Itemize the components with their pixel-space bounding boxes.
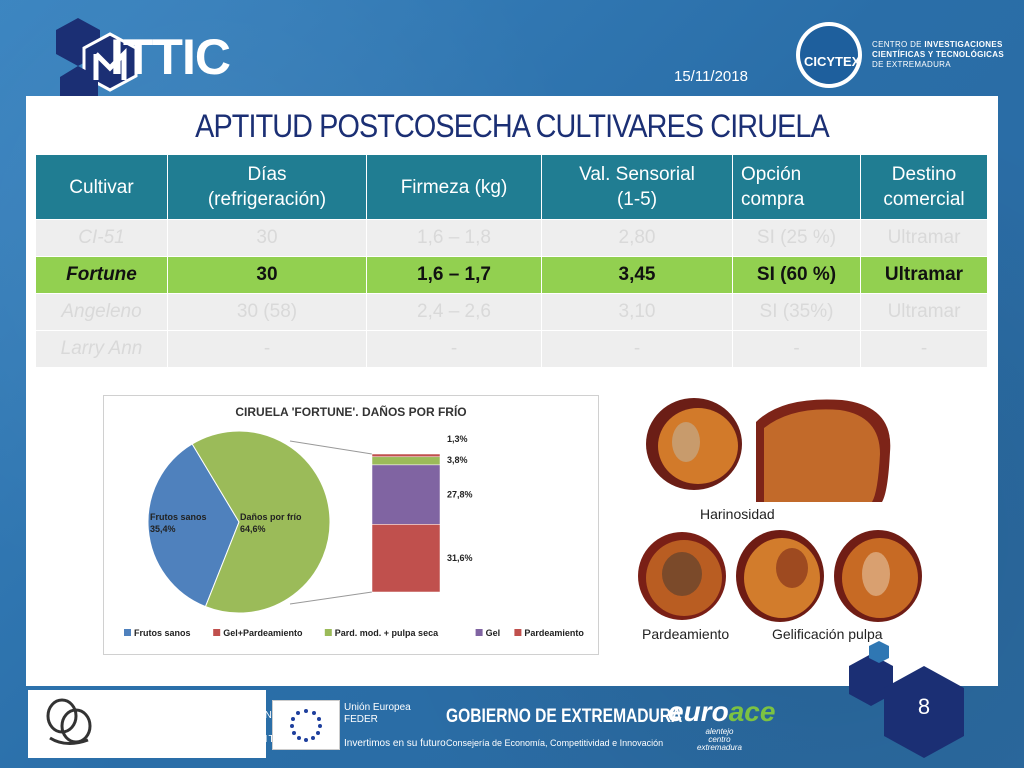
photo-label-gelificacion: Gelificación pulpa: [772, 626, 883, 642]
col-header-opcion-compra: Opción compra: [732, 154, 861, 220]
col-header-firmeza: Firmeza (kg): [366, 154, 542, 220]
stack-bar-segment-3: [371, 524, 441, 593]
cell-val-sensorial: 2,80: [541, 219, 733, 257]
slide-date: 15/11/2018: [674, 68, 748, 85]
euroace-logo: euroace: [668, 696, 776, 727]
connector-line-bottom: [289, 591, 373, 605]
ittic-logo-text: ITTIC: [110, 29, 231, 85]
plum-photo-gelificacion-2: [834, 530, 922, 622]
legend-label-0: Frutos sanos: [134, 628, 191, 638]
cell-cultivar: Fortune: [35, 256, 168, 294]
cell-destino: Ultramar: [860, 219, 988, 257]
col-header-val-sensorial: Val. Sensorial (1-5): [541, 154, 733, 220]
legend-label-4: Pardeamiento: [524, 628, 584, 638]
cell-opcion-compra: -: [732, 330, 861, 368]
hexagon-small-icon: [869, 641, 889, 663]
pie-slice-danos-por-frio: [191, 430, 331, 614]
legend-swatch-3: [475, 629, 483, 636]
cell-destino: -: [860, 330, 988, 368]
plum-photos: Harinosidad Pardeamiento Gelificación pu…: [638, 398, 922, 642]
page-title: APTITUD POSTCOSECHA CULTIVARES CIRUELA: [195, 108, 830, 144]
chart-title: CIRUELA 'FORTUNE'. DAÑOS POR FRÍO: [235, 404, 466, 419]
cell-destino: Ultramar: [860, 293, 988, 331]
col-header-dias: Días (refrigeración): [167, 154, 367, 220]
pie-chart-svg: CIRUELA 'FORTUNE'. DAÑOS POR FRÍO Frutos …: [124, 404, 584, 638]
plum-photo-harinosidad-1: [646, 398, 742, 490]
plum-photo-gelificacion-1: [736, 530, 824, 622]
legend-swatch-4: [514, 629, 522, 636]
pie-label-frutos-sanos: Frutos sanos 35,4%: [150, 512, 207, 534]
euroace-subtitle: alentejo centro extremadura: [697, 727, 742, 752]
stack-label-3: 31,6%: [447, 553, 473, 563]
legend-label-1: Gel+Pardeamiento: [223, 628, 303, 638]
cell-dias: 30 (58): [167, 293, 367, 331]
cell-cultivar: CI-51: [35, 219, 168, 257]
cell-firmeza: 1,6 – 1,7: [366, 256, 542, 294]
pie-label-danos-por-frio: Daños por frío 64,6%: [240, 512, 302, 534]
legend-swatch-2: [324, 629, 332, 636]
programa-text: P R O G R A M A COOPERACIÓN TRANSFRONTER…: [108, 700, 317, 756]
stack-bar-segment-2: [371, 464, 441, 525]
legend-label-2: Pard. mod. + pulpa seca: [335, 628, 439, 638]
poctep-logo-icon: [46, 698, 92, 745]
header-bar: ITTIC 15/11/2018 CICYTEX CENTRO DE INVES…: [0, 0, 1024, 106]
stack-label-0: 1,3%: [447, 434, 468, 444]
table-row: Angeleno 30 (58) 2,4 – 2,6 3,10 SI (35%)…: [35, 293, 988, 331]
stack-bar-segment-1: [371, 456, 441, 466]
cell-firmeza: 1,6 – 1,8: [366, 219, 542, 257]
legend-swatch-0: [124, 629, 131, 636]
gobierno-subtitle: Consejería de Economía, Competitividad e…: [446, 738, 664, 748]
cell-dias: -: [167, 330, 367, 368]
cell-cultivar: Larry Ann: [35, 330, 168, 368]
cell-firmeza: -: [366, 330, 542, 368]
stack-bar-segment-0: [371, 453, 441, 458]
cell-dias: 30: [167, 256, 367, 294]
photo-label-pardeamiento: Pardeamiento: [642, 626, 729, 642]
cicytex-logo-icon: [796, 22, 862, 88]
legend-label-3: Gel: [486, 628, 501, 638]
photo-panel: Harinosidad Pardeamiento Gelificación pu…: [632, 392, 922, 660]
legend-swatch-1: [213, 629, 221, 636]
cell-opcion-compra: SI (25 %): [732, 219, 861, 257]
cell-opcion-compra: SI (60 %): [732, 256, 861, 294]
page-number-hexagon-icon: [884, 666, 964, 758]
pie-chart-frame: CIRUELA 'FORTUNE'. DAÑOS POR FRÍO Frutos …: [103, 395, 599, 655]
footer-programa-box: [28, 690, 266, 758]
cell-val-sensorial: -: [541, 330, 733, 368]
table-row: Larry Ann - - - - -: [35, 330, 988, 368]
cicytex-description: CENTRO DE INVESTIGACIONES CIENTÍFICAS Y …: [872, 40, 1004, 69]
cell-firmeza: 2,4 – 2,6: [366, 293, 542, 331]
cell-opcion-compra: SI (35%): [732, 293, 861, 331]
gobierno-extremadura-logo: GOBIERNO DE EXTREMADURA: [446, 706, 683, 727]
cell-val-sensorial: 3,10: [541, 293, 733, 331]
cell-destino: Ultramar: [860, 256, 988, 294]
plum-photo-pardeamiento: [638, 532, 726, 620]
col-header-destino: Destino comercial: [860, 154, 988, 220]
hexagon-decoration-icon: [849, 654, 893, 706]
photo-label-harinosidad: Harinosidad: [700, 506, 775, 522]
cell-cultivar: Angeleno: [35, 293, 168, 331]
cell-val-sensorial: 3,45: [541, 256, 733, 294]
eu-text: Unión Europea FEDER Invertimos en su fut…: [344, 702, 446, 749]
table-row: CI-51 30 1,6 – 1,8 2,80 SI (25 %) Ultram…: [35, 219, 988, 257]
page-number: 8: [917, 694, 931, 719]
cell-dias: 30: [167, 219, 367, 257]
plum-photo-harinosidad-2: [756, 399, 891, 502]
stack-label-1: 3,8%: [447, 455, 468, 465]
connector-line-top: [289, 440, 373, 455]
cultivar-table: Cultivar Días (refrigeración) Firmeza (kg…: [35, 154, 988, 368]
cicytex-logo-text: CICYTEX: [804, 54, 861, 69]
col-header-cultivar: Cultivar: [35, 154, 168, 220]
table-row-highlighted: Fortune 30 1,6 – 1,7 3,45 SI (60 %) Ultr…: [35, 256, 988, 294]
stack-label-2: 27,8%: [447, 490, 473, 500]
table-header-row: Cultivar Días (refrigeración) Firmeza (kg…: [35, 154, 988, 220]
eu-flag-icon: [272, 700, 340, 750]
